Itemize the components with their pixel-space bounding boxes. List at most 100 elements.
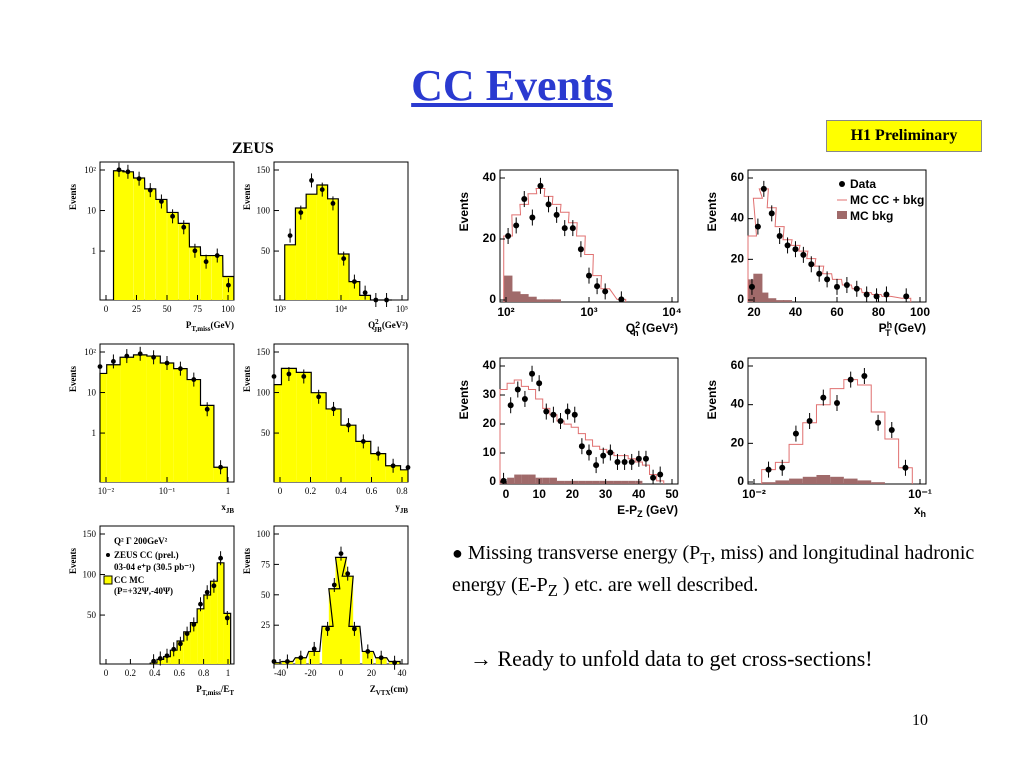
y-tick-label: 1	[92, 428, 97, 438]
mc-bar	[322, 626, 334, 664]
x-label-sub: Z	[637, 509, 643, 519]
y-tick-label: 0	[489, 474, 496, 488]
mc-bar	[120, 357, 134, 482]
mc-bar	[177, 641, 184, 664]
x-tick-label: 50	[163, 304, 173, 314]
data-point	[164, 360, 170, 366]
mc-bar	[326, 408, 341, 482]
data-point	[203, 259, 209, 265]
bkg-bar	[599, 480, 607, 484]
mc-bar	[348, 626, 360, 664]
data-point	[362, 290, 368, 296]
bkg-bar	[857, 480, 872, 484]
mc-bar	[341, 425, 356, 482]
mc-bar	[308, 651, 320, 664]
bkg-bar	[507, 477, 515, 484]
x-label-sub: h	[633, 328, 639, 338]
data-point	[211, 583, 217, 589]
mc-bar	[400, 469, 408, 482]
x-label-sub: T,miss	[202, 689, 221, 697]
data-point	[792, 430, 799, 437]
data-point	[157, 656, 163, 661]
data-point	[298, 655, 304, 661]
legend-data-marker	[839, 181, 845, 187]
data-point	[902, 464, 909, 471]
zeus-panel-zvtx: 100 75 50 25 -40 -20 0 20 40 Events ZVTX(cm)	[242, 522, 414, 702]
x-tick-label: 0.2	[305, 486, 316, 496]
data-point	[124, 353, 130, 359]
bkg-bar	[843, 478, 858, 484]
data-point	[171, 646, 177, 652]
data-point	[214, 253, 220, 258]
x-label-sub: T,miss	[191, 325, 210, 333]
data-point	[311, 646, 317, 652]
bkg-bar	[552, 299, 561, 302]
data-point	[384, 297, 389, 303]
data-point	[170, 213, 175, 219]
x-axis-label: PT,miss(GeV)	[186, 320, 234, 333]
mc-bar	[160, 363, 174, 482]
data-point	[657, 471, 664, 478]
x-tick-label: 20	[566, 487, 580, 501]
mc-bar	[167, 212, 179, 300]
x-label-sub: T	[885, 328, 891, 338]
mc-bar	[183, 631, 191, 664]
data-point	[602, 288, 609, 295]
h1-panel-pt: 60 40 20 0 20 40 60 80 100 Events Ph T (GeV) Data MC …	[704, 160, 940, 342]
mc-outline	[273, 556, 401, 664]
data-point	[392, 660, 397, 666]
data-point	[178, 366, 183, 372]
bkg-bar	[564, 480, 572, 484]
bullet-subscript: T	[700, 549, 711, 568]
y-tick-label: 40	[483, 170, 497, 184]
bkg-bar	[519, 294, 529, 302]
bkg-bar	[871, 482, 885, 484]
h1-panel-q2: 40 20 0 10² 10³ 10⁴ Events Q2 h (GeV²)	[456, 160, 692, 342]
data-point	[561, 225, 568, 232]
x-label-sub: VTX	[376, 689, 391, 697]
data-point	[618, 296, 625, 303]
x-tick-label: 20	[747, 305, 761, 319]
conclusion-text: → Ready to unfold data to get cross-sect…	[470, 646, 873, 672]
legend-mc-polarization: (P=+32Ψ,-40Ψ)	[114, 586, 173, 596]
y-axis-label: Events	[705, 192, 719, 232]
y-tick-label: 150	[257, 165, 271, 175]
data-point	[536, 380, 543, 387]
slide-title: CC Events	[411, 61, 613, 110]
x-axis-label: Q2 JB(GeV²)	[368, 318, 408, 334]
mc-bar	[342, 576, 354, 664]
y-tick-label: 150	[257, 347, 271, 357]
mc-bar	[155, 199, 167, 300]
data-point	[301, 374, 307, 379]
mc-bar	[213, 467, 228, 482]
data-point	[513, 222, 520, 229]
bkg-bar	[830, 476, 844, 484]
data-point	[505, 233, 512, 239]
data-point	[198, 601, 203, 607]
data-point	[224, 615, 230, 621]
x-tick-label: 75	[193, 304, 203, 314]
mc-bar	[284, 244, 296, 300]
data-point	[125, 169, 131, 175]
data-point	[553, 211, 560, 218]
mc-bar	[144, 188, 156, 300]
bullet-text-part: Missing transverse energy (P	[467, 542, 701, 564]
mc-bar	[385, 465, 401, 482]
data-point	[564, 408, 571, 415]
x-label-sub: T	[229, 689, 234, 697]
legend-mc: MC CC + bkg	[850, 193, 924, 207]
data-point	[352, 279, 357, 284]
mc-bar	[210, 581, 218, 664]
bkg-bar	[556, 480, 565, 484]
y-tick-label: 0	[489, 292, 496, 306]
x-tick-label: 25	[132, 304, 142, 314]
data-point	[325, 626, 330, 632]
y-tick-label: 75	[261, 559, 271, 569]
y-tick-label: 50	[261, 246, 271, 256]
x-axis-label: PT,miss/ET	[196, 684, 234, 697]
mc-line	[499, 379, 665, 484]
bkg-bar	[521, 474, 529, 484]
mc-bar	[200, 405, 214, 482]
mc-bar	[316, 185, 328, 300]
legend-bkg: MC bkg	[850, 209, 893, 223]
